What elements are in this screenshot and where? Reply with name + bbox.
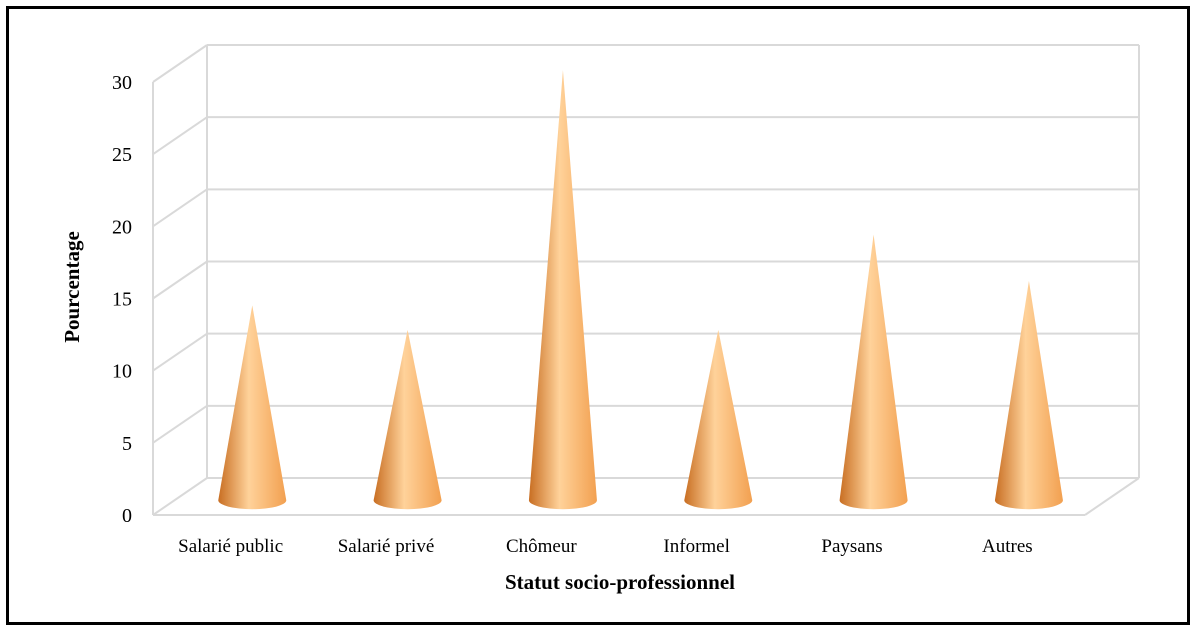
y-tick-label: 5 (122, 433, 132, 455)
cone-bar (994, 280, 1063, 510)
cone-bar (528, 70, 597, 510)
cone-body (373, 329, 442, 510)
gridline-side (152, 405, 208, 444)
x-tick-label: Paysans (821, 536, 882, 557)
cone-body (684, 329, 753, 510)
gridlines (152, 44, 1139, 516)
y-tick-labels: 0 5 10 15 20 25 30 (112, 72, 132, 527)
x-tick-label: Autres (982, 536, 1033, 557)
cone-bars (218, 70, 1063, 510)
chart-frame (6, 6, 1190, 625)
y-tick-label: 25 (112, 144, 132, 166)
floor-right-edge (1084, 477, 1140, 516)
cone-bar (684, 329, 753, 510)
gridline-side (152, 332, 208, 372)
gridline-side (152, 260, 208, 300)
x-tick-label: Salarié privé (338, 536, 435, 557)
cone-body (839, 234, 908, 510)
cone-body (218, 305, 287, 510)
y-tick-label: 30 (112, 72, 132, 94)
gridline-side (152, 477, 208, 516)
cone-bar (373, 329, 442, 510)
gridline-side (152, 116, 208, 155)
plot-walls (152, 45, 1140, 516)
cone-body (528, 70, 597, 510)
y-tick-label: 0 (122, 505, 132, 527)
y-tick-label: 10 (112, 361, 132, 383)
cone-bar (839, 234, 908, 510)
x-axis-title: Statut socio-professionnel (505, 570, 735, 594)
gridline-side (152, 188, 208, 228)
x-tick-label: Chômeur (506, 536, 577, 557)
y-tick-label: 20 (112, 216, 132, 238)
y-tick-label: 15 (112, 289, 132, 311)
y-axis-title: Pourcentage (60, 231, 84, 343)
x-tick-label: Informel (663, 536, 729, 557)
cone-bar (218, 305, 287, 510)
x-category-labels: Salarié public Salarié privé Chômeur Inform… (178, 536, 1032, 557)
cone-body (994, 280, 1063, 510)
gridline-side (152, 44, 208, 83)
x-tick-label: Salarié public (178, 536, 283, 557)
